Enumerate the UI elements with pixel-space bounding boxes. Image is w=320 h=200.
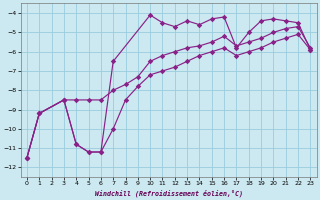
X-axis label: Windchill (Refroidissement éolien,°C): Windchill (Refroidissement éolien,°C) (95, 189, 243, 197)
